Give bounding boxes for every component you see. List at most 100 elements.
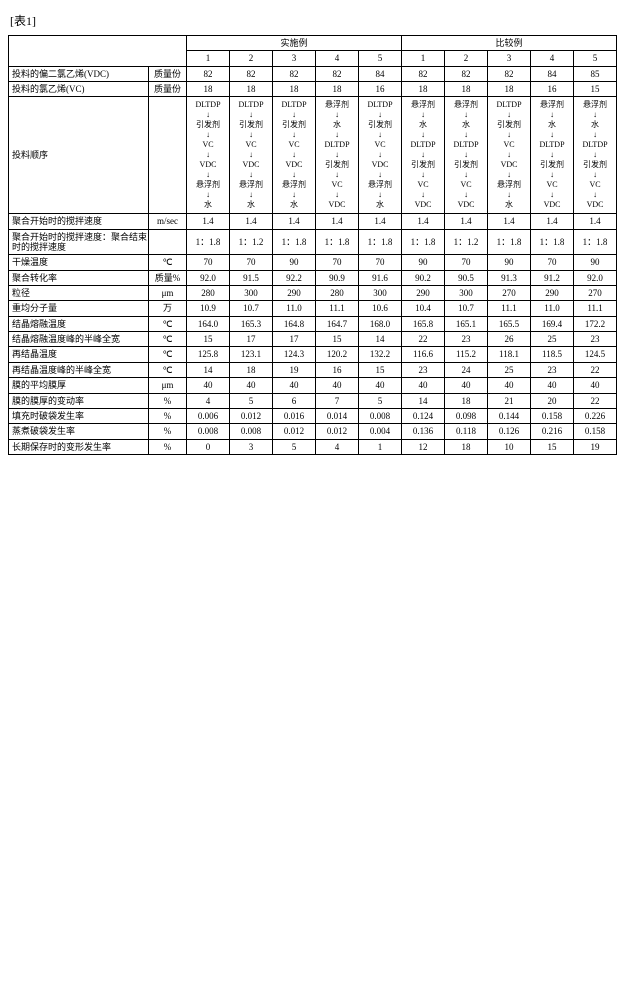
cell: 16 (316, 362, 359, 377)
cell: 23 (402, 362, 445, 377)
cell: 0.006 (187, 408, 230, 423)
unit: μm (149, 378, 187, 393)
hn: 2 (230, 51, 273, 66)
cell: 70 (359, 255, 402, 270)
row-particle: 粒径 μm 280300290280300290300270290270 (9, 286, 617, 301)
cell: 40 (402, 378, 445, 393)
row-recry-temp: 再结晶温度 ℃ 125.8123.1124.3120.2132.2116.611… (9, 347, 617, 362)
cell: 40 (574, 378, 617, 393)
cell: 1：1.8 (402, 229, 445, 255)
cell: 1.4 (402, 214, 445, 229)
unit-mass: 质量份 (149, 66, 187, 81)
cell: 92.0 (187, 270, 230, 285)
unit-mass: 质量份 (149, 82, 187, 97)
cell: 11.1 (574, 301, 617, 316)
hn: 3 (488, 51, 531, 66)
row-recry-fwhm: 再结晶温度峰的半峰全宽 ℃ 14181916152324252322 (9, 362, 617, 377)
row-melt-temp: 结晶熔融温度 ℃ 164.0165.3164.8164.7168.0165.81… (9, 316, 617, 331)
cell: 10.9 (187, 301, 230, 316)
cell: 11.1 (488, 301, 531, 316)
unit: ℃ (149, 332, 187, 347)
unit: % (149, 424, 187, 439)
cell: 91.2 (531, 270, 574, 285)
cell: 10.7 (445, 301, 488, 316)
cell: 15 (574, 82, 617, 97)
hn: 3 (273, 51, 316, 66)
cell: 165.8 (402, 316, 445, 331)
cell: 6 (273, 393, 316, 408)
seq-cell: DLTDP ↓ 引发剂 ↓ VC ↓ VDC ↓ 悬浮剂 ↓ 水 (359, 97, 402, 214)
cell: 40 (187, 378, 230, 393)
label-vc: 投料的氯乙烯(VC) (9, 82, 149, 97)
cell: 70 (316, 255, 359, 270)
cell: 1.4 (488, 214, 531, 229)
cell: 169.4 (531, 316, 574, 331)
cell: 17 (273, 332, 316, 347)
cell: 90 (402, 255, 445, 270)
row-vc: 投料的氯乙烯(VC) 质量份 18 18 18 18 16 18 18 18 1… (9, 82, 617, 97)
cell: 0.012 (273, 424, 316, 439)
cell: 0.012 (316, 424, 359, 439)
cell: 17 (230, 332, 273, 347)
cell: 164.8 (273, 316, 316, 331)
cell: 116.6 (402, 347, 445, 362)
cell: 3 (230, 439, 273, 454)
cell: 1：1.2 (445, 229, 488, 255)
cell: 1.4 (316, 214, 359, 229)
cell: 290 (402, 286, 445, 301)
label: 结晶熔融温度 (9, 316, 149, 331)
row-steam-bag: 蒸煮破袋发生率 % 0.0080.0080.0120.0120.0040.136… (9, 424, 617, 439)
label: 膜的平均膜厚 (9, 378, 149, 393)
label: 聚合转化率 (9, 270, 149, 285)
cell: 40 (488, 378, 531, 393)
cell: 18 (187, 82, 230, 97)
cell: 22 (574, 393, 617, 408)
cell: 7 (316, 393, 359, 408)
unit-blank (149, 229, 187, 255)
unit: ℃ (149, 362, 187, 377)
seq-cell: DLTDP ↓ 引发剂 ↓ VC ↓ VDC ↓ 悬浮剂 ↓ 水 (230, 97, 273, 214)
cell: 1.4 (574, 214, 617, 229)
cell: 18 (445, 82, 488, 97)
hn: 1 (402, 51, 445, 66)
cell: 1：1.8 (488, 229, 531, 255)
cell: 0.098 (445, 408, 488, 423)
cell: 165.5 (488, 316, 531, 331)
cell: 21 (488, 393, 531, 408)
cell: 70 (187, 255, 230, 270)
cell: 0.144 (488, 408, 531, 423)
cell: 70 (445, 255, 488, 270)
cell: 24 (445, 362, 488, 377)
cell: 82 (488, 66, 531, 81)
unit: ℃ (149, 347, 187, 362)
cell: 82 (445, 66, 488, 81)
cell: 22 (574, 362, 617, 377)
cell: 290 (273, 286, 316, 301)
cell: 90.9 (316, 270, 359, 285)
cell: 270 (488, 286, 531, 301)
cell: 0.118 (445, 424, 488, 439)
row-stir-start: 聚合开始时的搅拌速度 m/sec 1.41.41.41.41.41.41.41.… (9, 214, 617, 229)
cell: 10.6 (359, 301, 402, 316)
cell: 23 (574, 332, 617, 347)
cell: 22 (402, 332, 445, 347)
cell: 40 (316, 378, 359, 393)
header-blank (9, 36, 187, 67)
label: 重均分子量 (9, 301, 149, 316)
cell: 0.158 (574, 424, 617, 439)
seq-cell: 悬浮剂 ↓ 水 ↓ DLTDP ↓ 引发剂 ↓ VC ↓ VDC (445, 97, 488, 214)
cell: 280 (187, 286, 230, 301)
cell: 14 (359, 332, 402, 347)
cell: 5 (230, 393, 273, 408)
cell: 125.8 (187, 347, 230, 362)
cell: 18 (316, 82, 359, 97)
cell: 25 (531, 332, 574, 347)
header-group-cmp: 比较例 (402, 36, 617, 51)
label-vdc: 投料的偏二氯乙烯(VDC) (9, 66, 149, 81)
cell: 1.4 (187, 214, 230, 229)
cell: 164.0 (187, 316, 230, 331)
cell: 1：1.8 (273, 229, 316, 255)
cell: 0.004 (359, 424, 402, 439)
cell: 82 (316, 66, 359, 81)
cell: 290 (531, 286, 574, 301)
